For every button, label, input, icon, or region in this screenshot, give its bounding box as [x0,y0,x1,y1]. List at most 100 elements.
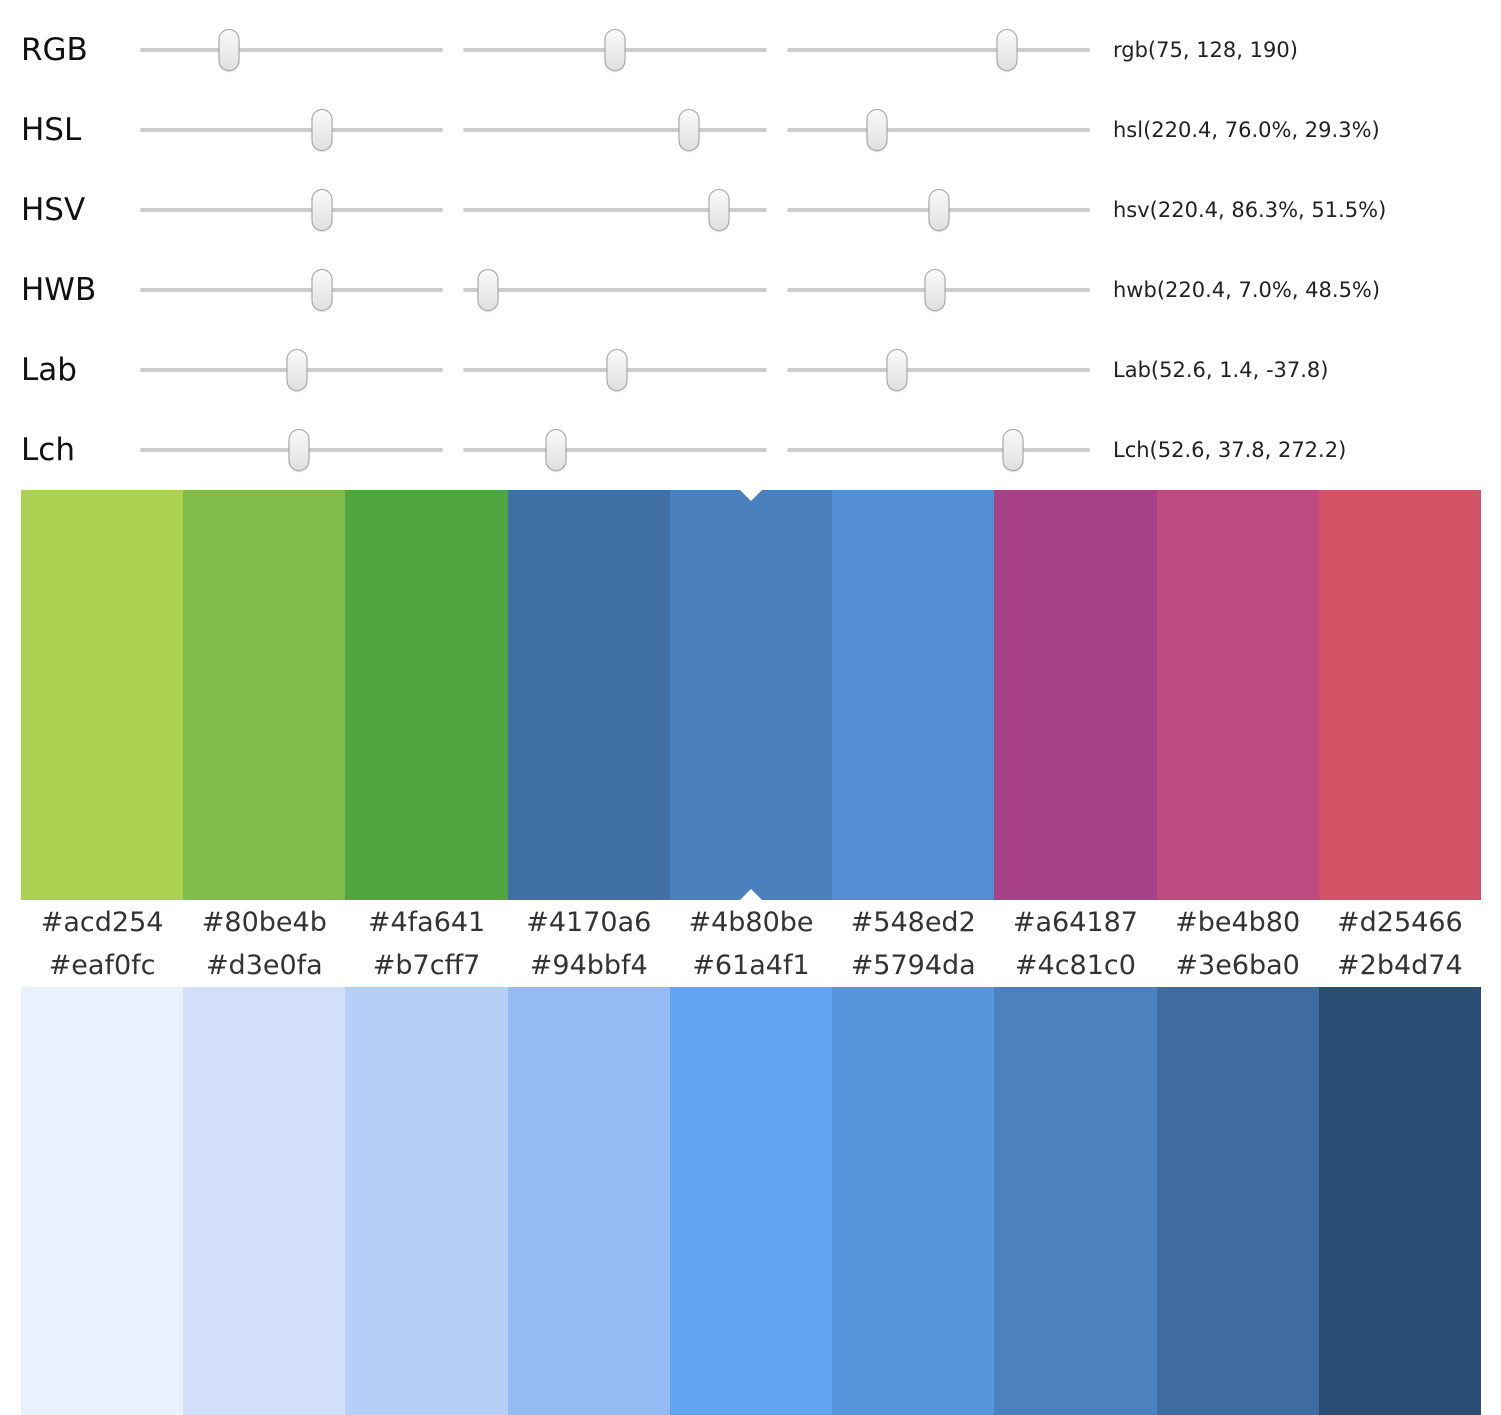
slider-track[interactable] [786,349,1090,391]
slider-row-hwb: HWB hwb(220.4, 7.0%, 48.5%) [21,250,1481,330]
slider-row-label: HWB [21,272,97,308]
slider-track[interactable] [786,189,1090,231]
slider-handle[interactable] [996,29,1018,71]
color-swatch[interactable] [832,987,995,1415]
slider-tracks [140,109,1090,151]
swatch-hex-label: #5794da [850,950,976,981]
color-swatch[interactable] [345,490,508,900]
slider-track[interactable] [140,189,444,231]
slider-row-label: HSL [21,112,82,148]
color-swatch[interactable] [345,987,508,1415]
slider-value: rgb(75, 128, 190) [1113,38,1298,62]
slider-handle[interactable] [606,349,627,391]
slider-row-label: Lab [21,352,77,388]
slider-value: hwb(220.4, 7.0%, 48.5%) [1113,278,1381,302]
slider-value: Lch(52.6, 37.8, 272.2) [1113,438,1347,462]
swatch-hex-label: #a64187 [1012,906,1138,938]
color-swatch[interactable] [1318,987,1481,1415]
slider-row-hsv: HSV hsv(220.4, 86.3%, 51.5%) [21,170,1481,250]
swatch-hex-label: #3e6ba0 [1175,950,1300,981]
slider-handle[interactable] [604,29,626,71]
slider-handle[interactable] [311,269,333,311]
slider-track[interactable] [140,29,444,71]
slider-row-rgb: RGB rgb(75, 128, 190) [21,10,1481,90]
swatch-hex-label: #548ed2 [850,906,976,938]
slider-tracks [140,189,1090,231]
slider-handle[interactable] [924,269,946,311]
slider-handle[interactable] [218,29,240,71]
slider-handle[interactable] [886,349,908,391]
slider-track[interactable] [463,109,767,151]
slider-tracks [140,29,1090,71]
slider-handle[interactable] [545,429,567,471]
slider-handle[interactable] [286,349,308,391]
tint-palette [21,987,1481,1415]
swatch-hex-label: #4c81c0 [1014,950,1136,981]
color-space-sliders: RGB rgb(75, 128, 190) HSL hsl(220.4, 76.… [0,0,1501,490]
slider-handle[interactable] [866,109,888,151]
slider-row-lch: Lch Lch(52.6, 37.8, 272.2) [21,410,1481,490]
slider-track[interactable] [140,269,444,311]
swatch-hex-label: #80be4b [201,906,327,938]
slider-row-lab: Lab Lab(52.6, 1.4, -37.8) [21,330,1481,410]
slider-track[interactable] [786,109,1090,151]
slider-value: hsl(220.4, 76.0%, 29.3%) [1113,118,1380,142]
slider-track[interactable] [140,109,444,151]
slider-row-label: HSV [21,192,86,228]
slider-handle[interactable] [928,189,950,231]
slider-track[interactable] [140,429,444,471]
swatch-hex-label: #94bbf4 [529,950,648,981]
slider-handle[interactable] [311,189,333,231]
color-swatch[interactable] [183,987,346,1415]
color-swatch[interactable] [21,987,184,1415]
slider-track[interactable] [463,269,767,311]
slider-value: Lab(52.6, 1.4, -37.8) [1113,358,1329,382]
slider-track[interactable] [140,349,444,391]
color-swatch[interactable] [1156,987,1319,1415]
color-swatch[interactable] [994,987,1157,1415]
swatch-hex-label: #4b80be [688,906,814,938]
color-swatch[interactable] [507,987,670,1415]
slider-row-label: Lch [21,432,75,468]
color-swatch[interactable] [1156,490,1319,900]
slider-handle[interactable] [708,189,730,231]
color-swatch[interactable] [1318,490,1481,900]
color-swatch[interactable] [21,490,184,900]
swatch-hex-label: #d3e0fa [205,950,323,981]
swatch-hex-label: #4fa641 [367,906,486,938]
hue-palette [21,490,1481,900]
hue-palette-labels: #acd254 #80be4b #4fa641 #4170a6 #4b80be #548e… [21,900,1481,944]
tint-palette-labels: #eaf0fc #d3e0fa #b7cff7 #94bbf4 #61a4f1 #5794… [21,944,1481,987]
slider-track[interactable] [786,269,1090,311]
slider-handle[interactable] [1002,429,1024,471]
slider-tracks [140,349,1090,391]
color-swatch-selected[interactable] [669,490,833,900]
slider-track[interactable] [463,189,767,231]
swatch-hex-label: #be4b80 [1175,906,1301,938]
swatch-hex-label: #acd254 [40,906,164,938]
swatch-hex-label: #d25466 [1337,906,1463,938]
color-swatch[interactable] [994,490,1157,900]
color-swatch[interactable] [183,490,346,900]
slider-handle[interactable] [311,109,333,151]
slider-row-label: RGB [21,32,88,68]
color-swatch[interactable] [832,490,995,900]
slider-tracks [140,269,1090,311]
slider-value: hsv(220.4, 86.3%, 51.5%) [1113,198,1387,222]
slider-track[interactable] [786,29,1090,71]
swatch-hex-label: #eaf0fc [48,950,156,981]
slider-handle[interactable] [678,109,700,151]
swatch-hex-label: #4170a6 [526,906,652,938]
swatch-hex-label: #b7cff7 [372,950,481,981]
slider-handle[interactable] [477,269,499,311]
slider-track[interactable] [463,429,767,471]
color-swatch[interactable] [669,987,833,1415]
swatch-hex-label: #61a4f1 [692,950,810,981]
color-swatch[interactable] [507,490,670,900]
slider-row-hsl: HSL hsl(220.4, 76.0%, 29.3%) [21,90,1481,170]
slider-tracks [140,429,1090,471]
slider-track[interactable] [463,29,767,71]
slider-handle[interactable] [288,429,310,471]
slider-track[interactable] [786,429,1090,471]
slider-track[interactable] [463,349,767,391]
